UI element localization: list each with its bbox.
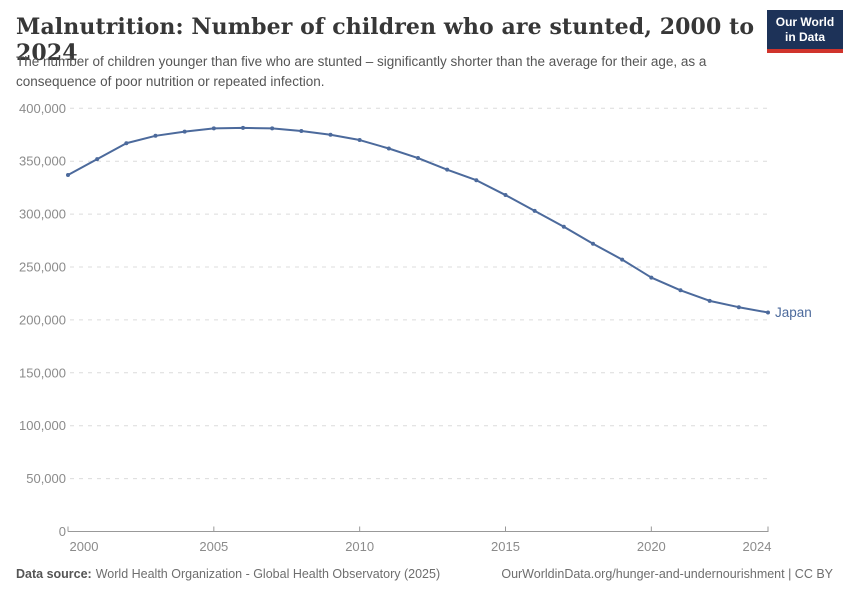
x-tick-label: 2005	[199, 539, 228, 554]
data-source: Data source: World Health Organization - …	[16, 567, 440, 581]
owid-url-link[interactable]: OurWorldinData.org/hunger-and-undernouri…	[501, 567, 833, 581]
owid-logo-line2: in Data	[784, 29, 825, 44]
data-point[interactable]	[299, 129, 304, 134]
data-point[interactable]	[124, 141, 129, 146]
data-point[interactable]	[386, 146, 391, 151]
y-tick-label: 50,000	[26, 471, 66, 486]
data-point[interactable]	[620, 257, 625, 262]
data-point[interactable]	[328, 132, 333, 137]
y-tick-label: 0	[59, 524, 66, 539]
data-point[interactable]	[678, 288, 683, 293]
x-tick-label: 2000	[70, 539, 99, 554]
y-tick-label: 100,000	[19, 418, 66, 433]
y-tick-label: 250,000	[19, 260, 66, 275]
data-point[interactable]	[211, 126, 216, 131]
data-point[interactable]	[95, 157, 100, 162]
data-point[interactable]	[241, 125, 245, 130]
data-point[interactable]	[591, 241, 595, 246]
x-tick-label: 2020	[637, 539, 666, 554]
x-tick-label: 2024	[743, 539, 772, 554]
data-point[interactable]	[474, 178, 479, 183]
x-tick-label: 2010	[345, 539, 374, 554]
data-point[interactable]	[561, 224, 566, 229]
chart-subtitle: The number of children younger than five…	[16, 54, 707, 89]
data-point[interactable]	[736, 305, 741, 310]
owid-logo-line1: Our World	[775, 14, 835, 29]
data-point[interactable]	[532, 208, 537, 213]
owid-logo: Our World in Data	[767, 10, 843, 53]
x-tick-label: 2015	[491, 539, 520, 554]
data-point[interactable]	[445, 167, 450, 172]
data-point[interactable]	[270, 126, 275, 131]
data-source-text: World Health Organization - Global Healt…	[95, 567, 441, 581]
data-point[interactable]	[503, 193, 508, 198]
data-point[interactable]	[182, 129, 187, 134]
data-point[interactable]	[153, 133, 158, 138]
chart-title: Malnutrition: Number of children who are…	[16, 14, 755, 66]
data-source-label: Data source:	[16, 567, 92, 581]
y-tick-label: 300,000	[19, 207, 66, 222]
y-tick-label: 350,000	[19, 154, 66, 169]
data-point[interactable]	[766, 310, 770, 315]
y-tick-label: 200,000	[19, 312, 66, 327]
series-end-label[interactable]: Japan	[775, 305, 812, 320]
data-point[interactable]	[416, 156, 420, 161]
y-tick-label: 150,000	[19, 365, 66, 380]
series-line-japan[interactable]	[67, 126, 769, 314]
data-point[interactable]	[707, 298, 712, 303]
data-point[interactable]	[357, 138, 362, 143]
data-point[interactable]	[649, 275, 654, 280]
y-tick-label: 400,000	[19, 101, 66, 116]
chart-footer: Data source: World Health Organization - …	[16, 567, 833, 581]
data-point[interactable]	[66, 172, 70, 177]
